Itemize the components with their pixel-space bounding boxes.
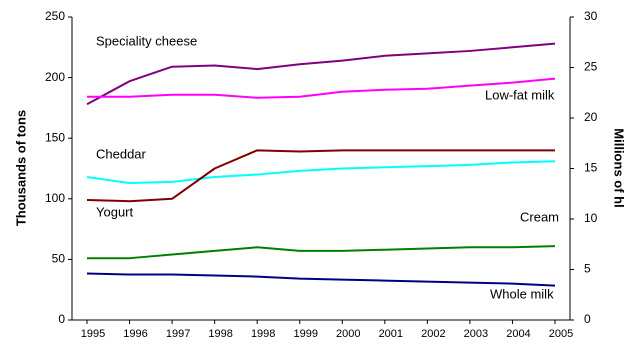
- x-tick-label: 1998: [208, 328, 232, 340]
- y2-axis-label: Millions of hl: [612, 128, 627, 207]
- series-line: [87, 77, 556, 99]
- x-tick-label: 1995: [81, 328, 105, 340]
- y2-tick-label: 10: [584, 211, 598, 225]
- y2-tick-label: 30: [584, 9, 598, 23]
- y2-tick-label: 25: [584, 60, 598, 74]
- x-tick-label: 2003: [464, 328, 488, 340]
- y2-tick-label: 0: [584, 312, 591, 326]
- x-tick-label: 1996: [123, 328, 147, 340]
- x-tick-label: 2005: [549, 328, 573, 340]
- series-label: Speciality cheese: [96, 33, 197, 48]
- x-tick-label: 2004: [506, 328, 530, 340]
- x-tick-label: 1997: [166, 328, 190, 340]
- y-tick-label: 50: [52, 252, 66, 266]
- series-line: [86, 160, 556, 185]
- series-line: [86, 149, 555, 203]
- y-tick-label: 250: [45, 9, 65, 23]
- series-label: Cheddar: [96, 146, 147, 161]
- x-tick-label: 1999: [293, 328, 317, 340]
- x-tick-label: 2000: [336, 328, 360, 340]
- y-axis-label: Thousands of tons: [13, 110, 28, 226]
- y-tick-label: 0: [58, 312, 65, 326]
- y2-tick-label: 15: [584, 161, 598, 175]
- series-label: Whole milk: [490, 286, 554, 301]
- series-label: Low-fat milk: [485, 87, 555, 102]
- y2-tick-label: 5: [584, 262, 591, 276]
- x-tick-label: 1998: [251, 328, 275, 340]
- series-label: Yogurt: [96, 204, 133, 219]
- y2-tick-label: 20: [584, 110, 598, 124]
- y-tick-label: 100: [45, 191, 65, 205]
- x-tick-label: 2001: [379, 328, 403, 340]
- series-line: [87, 245, 556, 260]
- series-line: [86, 272, 556, 287]
- y-tick-label: 150: [45, 130, 65, 144]
- series-label: Cream: [520, 209, 559, 224]
- x-tick-label: 2002: [421, 328, 445, 340]
- y-tick-label: 200: [45, 70, 65, 84]
- series-line: [86, 42, 556, 106]
